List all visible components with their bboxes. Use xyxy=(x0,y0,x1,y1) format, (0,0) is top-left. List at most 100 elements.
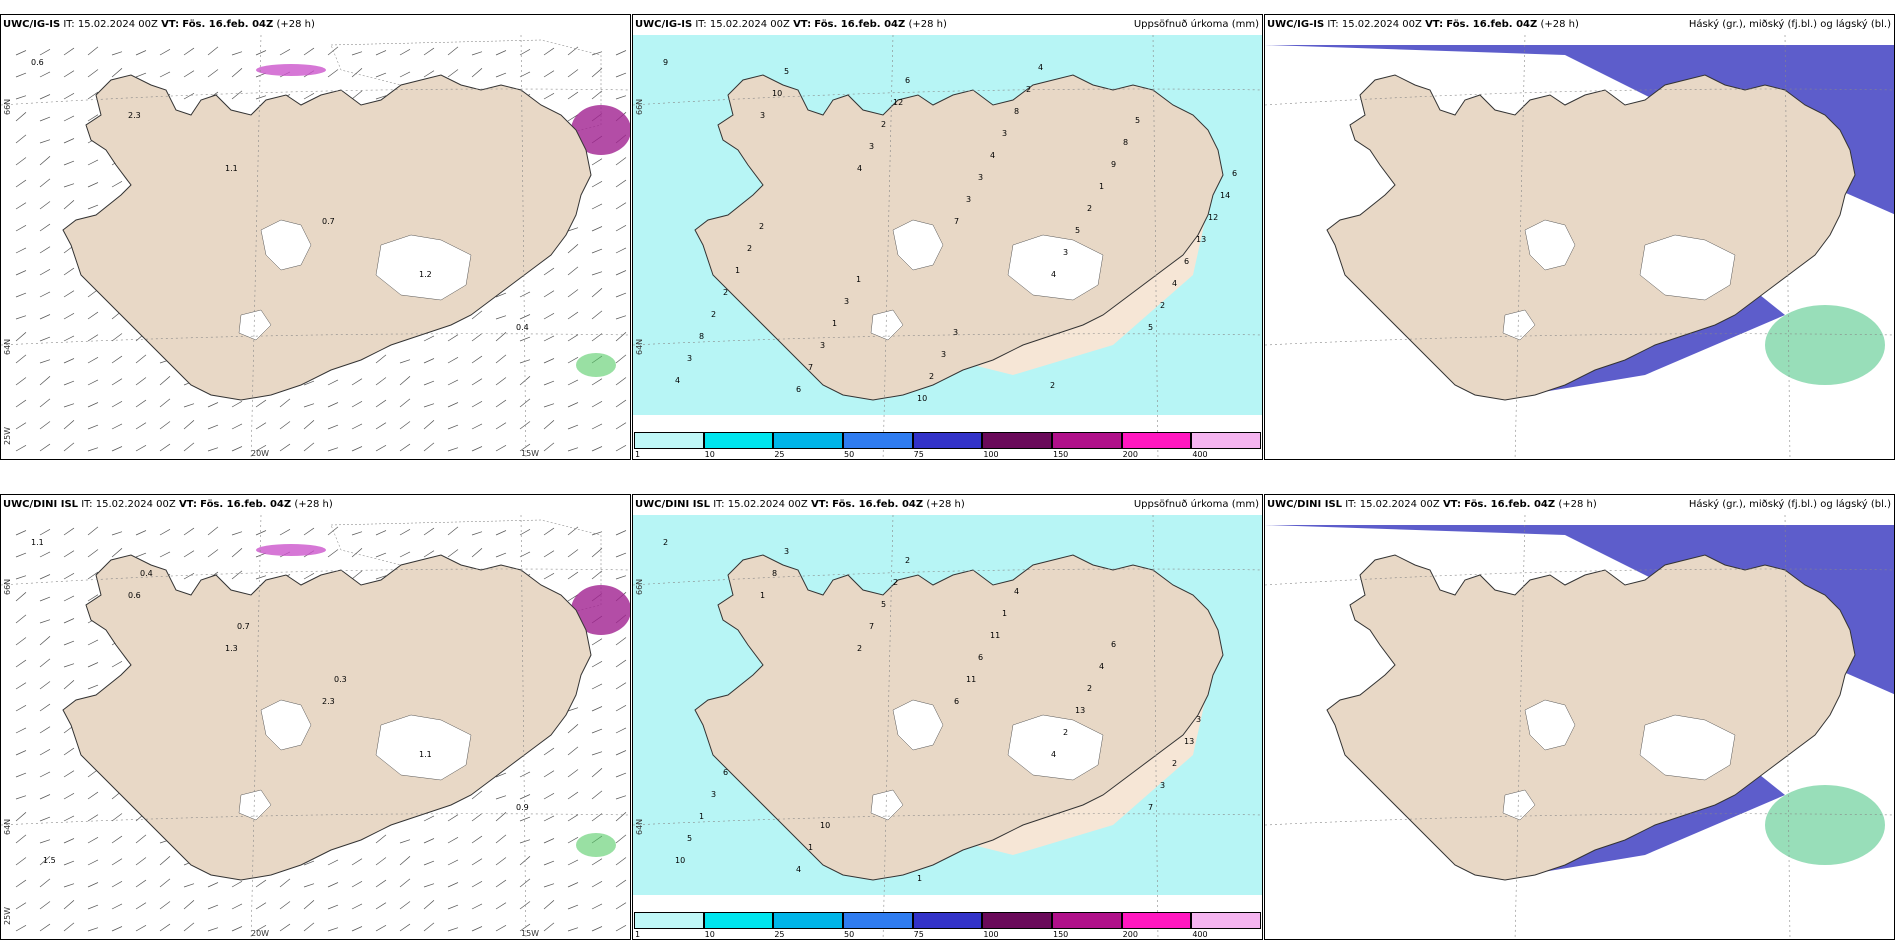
glacier xyxy=(1524,699,1576,751)
colorbar-swatch xyxy=(843,432,913,449)
value-label: 1 xyxy=(760,591,765,600)
panel-header: UWC/IG-IS IT: 15.02.2024 00Z VT: Fös. 16… xyxy=(1267,19,1579,30)
colorbar-label: 100 xyxy=(983,930,999,939)
value-label: 2 xyxy=(759,222,764,231)
glacier xyxy=(375,714,472,781)
value-label: 1 xyxy=(832,319,837,328)
value-label: 2 xyxy=(1050,381,1055,390)
glacier xyxy=(1502,789,1536,821)
value-label: 10 xyxy=(917,394,927,403)
value-label: 1 xyxy=(1099,182,1104,191)
colorbar-swatch xyxy=(982,432,1052,449)
lead-time: (+28 h) xyxy=(926,499,965,510)
value-label: 3 xyxy=(978,173,983,182)
glacier xyxy=(375,234,472,301)
value-label: 3 xyxy=(953,328,958,337)
value-label: 2.3 xyxy=(128,111,141,120)
panel-header: UWC/IG-IS IT: 15.02.2024 00Z VT: Fös. 16… xyxy=(635,19,947,30)
model-name: UWC/IG-IS xyxy=(635,19,693,30)
value-label: 7 xyxy=(869,622,874,631)
panel-header: UWC/DINI ISL IT: 15.02.2024 00Z VT: Fös.… xyxy=(1267,499,1597,510)
value-label: 1.3 xyxy=(225,644,238,653)
it-value: 15.02.2024 00Z xyxy=(709,19,790,30)
vt-value: Fös. 16.feb. 04Z xyxy=(1464,499,1556,510)
colorbar-label: 25 xyxy=(774,930,785,939)
lat-label: 64N xyxy=(635,818,644,835)
value-label: 2 xyxy=(1160,301,1165,310)
glacier xyxy=(870,309,904,341)
vt-value: Fös. 16.feb. 04Z xyxy=(832,499,924,510)
value-label: 3 xyxy=(941,350,946,359)
value-label: 6 xyxy=(723,768,728,777)
value-label: 0.7 xyxy=(322,217,335,226)
value-label: 4 xyxy=(796,865,801,874)
map-canvas xyxy=(1265,495,1894,939)
graticule xyxy=(1265,514,1894,939)
lat-label: 66N xyxy=(635,98,644,115)
value-label: 3 xyxy=(869,142,874,151)
iceland-landmass xyxy=(62,554,592,881)
colorbar-swatch xyxy=(1052,912,1122,929)
colorbar-swatch xyxy=(1191,912,1261,929)
colorbar-label: 400 xyxy=(1192,930,1208,939)
colorbar-swatch xyxy=(634,432,704,449)
lat-label: 66N xyxy=(3,578,12,595)
lat-label: 66N xyxy=(3,98,12,115)
value-label: 2 xyxy=(663,538,668,547)
value-label: 0.3 xyxy=(334,675,347,684)
glacier xyxy=(1007,714,1104,781)
lon-label: 15W xyxy=(521,449,540,458)
map-canvas: 0.6 2.3 1.1 0.7 1.2 0.4 xyxy=(1,15,630,459)
colorbar-label: 10 xyxy=(704,450,715,459)
value-label: 5 xyxy=(784,67,789,76)
map-panel-5: 2 1 2 6 4 7 10 8 7 11 2 3 5 3 5 6 13 2 1 4 2 11 2 13 3 1 2 1 4 3 6 10 1 4… xyxy=(632,494,1263,940)
value-label: 8 xyxy=(1014,107,1019,116)
map-panel-2: 9 3 4 7 4 5 4 10 3 3 3 2 3 5 2 3 5 4 8 6 12 4 2 6 2 7 6 3 1 13 2 3 10 8 9 1… xyxy=(632,14,1263,460)
value-label: 1.1 xyxy=(225,164,238,173)
lat-label: 64N xyxy=(3,818,12,835)
glacier xyxy=(1007,234,1104,301)
value-label: 5 xyxy=(1135,116,1140,125)
value-label: 2 xyxy=(857,644,862,653)
value-label: 14 xyxy=(1220,191,1230,200)
panel-header: UWC/IG-IS IT: 15.02.2024 00Z VT: Fös. 16… xyxy=(3,19,315,30)
it-value: 15.02.2024 00Z xyxy=(95,499,176,510)
map-canvas xyxy=(1265,15,1894,459)
graticule xyxy=(1,34,630,459)
snow-area xyxy=(571,585,630,635)
value-label: 3 xyxy=(1002,129,1007,138)
lead-time: (+28 h) xyxy=(1540,19,1579,30)
precip-colorbar: 1 10 25 50 75 100 150 200 400 xyxy=(634,432,1261,459)
value-label: 1 xyxy=(808,843,813,852)
value-label: 0.4 xyxy=(516,323,529,332)
field-title: Uppsöfnuð úrkoma (mm) xyxy=(1133,499,1259,510)
value-label: 13 xyxy=(1196,235,1206,244)
lon-label: 20W xyxy=(251,449,270,458)
panel-header: UWC/DINI ISL IT: 15.02.2024 00Z VT: Fös.… xyxy=(3,499,333,510)
value-label: 8 xyxy=(1123,138,1128,147)
colorbar-swatch xyxy=(703,432,774,449)
colorbar-label: 100 xyxy=(983,450,999,459)
vt-value: Fös. 16.feb. 04Z xyxy=(182,19,274,30)
lead-time: (+28 h) xyxy=(1558,499,1597,510)
mid-cloud-area xyxy=(1765,305,1885,385)
value-label: 2 xyxy=(1087,684,1092,693)
glacier xyxy=(260,219,312,271)
graticule xyxy=(1265,34,1894,459)
value-label: 2 xyxy=(893,578,898,587)
colorbar-label: 150 xyxy=(1053,450,1069,459)
colorbar-label: 10 xyxy=(704,930,715,939)
vt-label: VT: xyxy=(178,499,197,510)
lon-label: 20W xyxy=(251,929,270,938)
value-label: 1 xyxy=(735,266,740,275)
value-label: 10 xyxy=(675,856,685,865)
value-label: 3 xyxy=(784,547,789,556)
value-label: 4 xyxy=(990,151,995,160)
value-label: 13 xyxy=(1075,706,1085,715)
colorbar-swatch xyxy=(703,912,774,929)
lon-label: 15W xyxy=(521,929,540,938)
value-label: 7 xyxy=(1148,803,1153,812)
model-name: UWC/DINI ISL xyxy=(635,499,711,510)
field-title: Háský (gr.), miðský (fj.bl.) og lágský (… xyxy=(1688,499,1891,510)
value-label: 2 xyxy=(1087,204,1092,213)
